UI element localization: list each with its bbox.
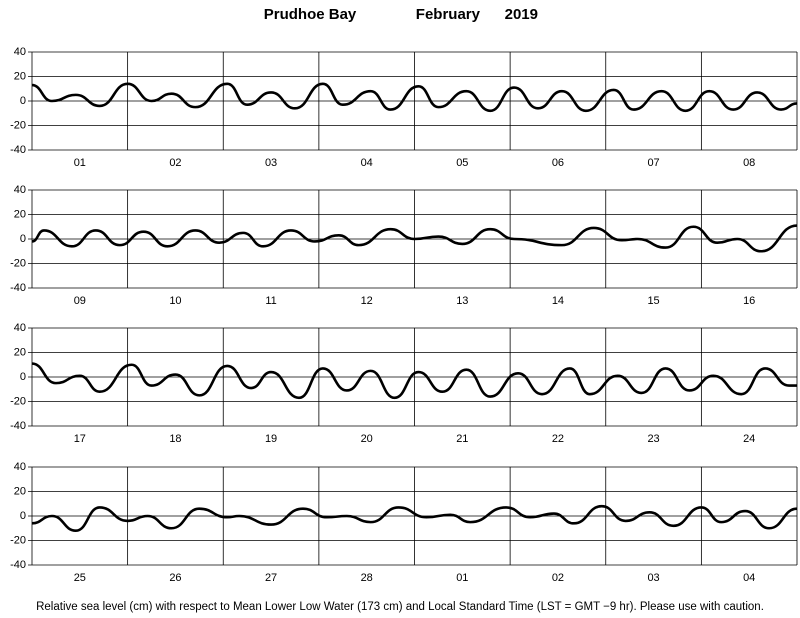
day-label: 16	[743, 295, 755, 307]
y-tick-label: -40	[10, 282, 26, 294]
tide-line	[31, 224, 798, 253]
day-label: 07	[647, 157, 659, 169]
station-title: Prudhoe Bay	[264, 6, 357, 23]
y-tick-label: -40	[10, 420, 26, 432]
day-label: 17	[74, 433, 86, 445]
day-label: 09	[74, 295, 86, 307]
y-tick-label: -20	[10, 119, 26, 131]
day-label: 28	[361, 572, 373, 584]
y-tick-label: 0	[20, 371, 26, 383]
y-tick-label: -20	[10, 534, 26, 546]
tide-line	[31, 504, 798, 532]
y-tick-label: 40	[14, 322, 26, 334]
day-label: 21	[456, 433, 468, 445]
y-tick-label: 20	[14, 485, 26, 497]
y-tick-label: 0	[20, 95, 26, 107]
y-tick-label: 20	[14, 70, 26, 82]
day-label: 01	[456, 572, 468, 584]
day-label: 25	[74, 572, 86, 584]
y-tick-label: -40	[10, 559, 26, 571]
y-tick-label: 0	[20, 233, 26, 245]
day-label: 01	[74, 157, 86, 169]
day-label: 12	[361, 295, 373, 307]
day-label: 13	[456, 295, 468, 307]
day-label: 26	[169, 572, 181, 584]
y-tick-label: -40	[10, 144, 26, 156]
footer-note: Relative sea level (cm) with respect to …	[36, 601, 764, 613]
day-label: 15	[647, 295, 659, 307]
day-label: 04	[361, 157, 373, 169]
day-label: 24	[743, 433, 755, 445]
y-tick-label: -20	[10, 395, 26, 407]
day-label: 18	[169, 433, 181, 445]
day-label: 19	[265, 433, 277, 445]
day-label: 06	[552, 157, 564, 169]
month-title: February	[416, 6, 481, 23]
day-label: 04	[743, 572, 755, 584]
year-title: 2019	[505, 6, 538, 23]
day-label: 10	[169, 295, 181, 307]
day-label: 03	[647, 572, 659, 584]
day-label: 08	[743, 157, 755, 169]
day-label: 03	[265, 157, 277, 169]
day-label: 05	[456, 157, 468, 169]
y-tick-label: 0	[20, 510, 26, 522]
y-tick-label: 40	[14, 46, 26, 58]
tide-line	[31, 82, 798, 113]
y-tick-label: 20	[14, 346, 26, 358]
y-tick-label: 40	[14, 461, 26, 473]
day-label: 20	[361, 433, 373, 445]
day-label: 11	[265, 295, 276, 307]
y-tick-label: -20	[10, 257, 26, 269]
day-label: 22	[552, 433, 564, 445]
day-label: 02	[169, 157, 181, 169]
y-tick-label: 40	[14, 184, 26, 196]
day-label: 23	[647, 433, 659, 445]
tide-line	[31, 362, 797, 400]
day-label: 27	[265, 572, 277, 584]
day-label: 02	[552, 572, 564, 584]
y-tick-label: 20	[14, 208, 26, 220]
day-label: 14	[552, 295, 564, 307]
